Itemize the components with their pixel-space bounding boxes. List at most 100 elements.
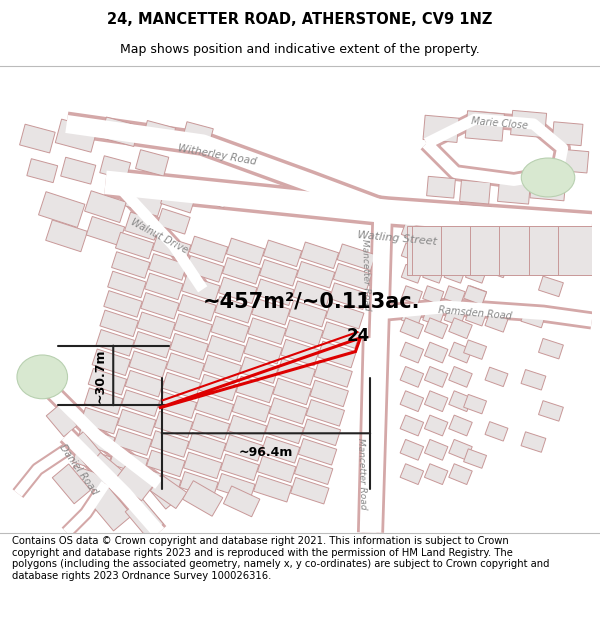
Bar (485, 312, 508, 332)
Bar (257, 456, 296, 482)
Text: Map shows position and indicative extent of the property.: Map shows position and indicative extent… (120, 42, 480, 56)
Bar (240, 357, 278, 383)
Bar (265, 417, 304, 444)
Ellipse shape (521, 158, 575, 197)
Bar (424, 318, 448, 339)
Bar (184, 452, 222, 479)
Bar (224, 434, 263, 461)
Bar (68, 432, 103, 468)
Bar (96, 329, 134, 356)
Bar (52, 464, 91, 504)
Bar (226, 238, 265, 264)
Bar (422, 222, 444, 241)
Bar (256, 279, 294, 306)
Bar (182, 122, 213, 146)
Bar (424, 415, 448, 436)
Bar (125, 371, 164, 397)
Bar (217, 474, 255, 500)
Bar (129, 351, 167, 378)
Bar (151, 431, 189, 457)
Bar (318, 341, 356, 367)
Bar (149, 254, 187, 280)
Bar (178, 294, 216, 321)
Bar (27, 159, 58, 182)
Bar (146, 450, 185, 477)
Bar (228, 415, 266, 442)
Bar (449, 391, 472, 412)
Bar (444, 307, 465, 326)
Bar (322, 322, 360, 348)
Ellipse shape (17, 355, 68, 399)
Bar (465, 111, 505, 141)
Bar (211, 316, 249, 342)
Bar (521, 308, 546, 328)
Bar (110, 448, 148, 475)
Bar (191, 413, 230, 440)
Bar (232, 396, 271, 422)
Bar (46, 404, 77, 437)
Bar (401, 286, 422, 304)
Bar (400, 366, 424, 388)
Bar (195, 394, 233, 420)
Bar (423, 115, 459, 142)
Bar (170, 334, 208, 360)
Text: Marie Close: Marie Close (470, 116, 528, 131)
Bar (151, 475, 187, 509)
Bar (223, 486, 260, 517)
Bar (157, 208, 190, 234)
Bar (444, 222, 465, 241)
Bar (511, 111, 547, 138)
Bar (137, 312, 175, 339)
Bar (248, 318, 286, 344)
Bar (69, 466, 107, 492)
Bar (85, 388, 123, 414)
Bar (244, 338, 282, 364)
Bar (203, 355, 241, 381)
Bar (106, 468, 144, 494)
Bar (449, 318, 472, 339)
Text: Mancetter Road: Mancetter Road (361, 239, 372, 311)
Bar (530, 174, 566, 201)
Bar (329, 283, 368, 309)
Text: ~457m²/~0.113ac.: ~457m²/~0.113ac. (203, 292, 420, 312)
Bar (401, 264, 422, 283)
Bar (314, 361, 352, 388)
Bar (20, 124, 55, 153)
Bar (485, 422, 508, 441)
Text: ~30.7m: ~30.7m (93, 348, 106, 403)
Bar (485, 367, 508, 387)
Text: Witherley Road: Witherley Road (177, 143, 257, 167)
Bar (449, 415, 472, 436)
Bar (444, 264, 465, 283)
Bar (401, 307, 422, 326)
Bar (284, 320, 323, 346)
Bar (61, 158, 96, 184)
Bar (88, 369, 127, 395)
Bar (77, 427, 115, 453)
Bar (85, 191, 127, 222)
Bar (121, 390, 160, 416)
Bar (422, 286, 444, 304)
Bar (273, 378, 311, 405)
Bar (115, 232, 154, 259)
Bar (400, 391, 424, 412)
Bar (539, 338, 563, 359)
Bar (80, 408, 119, 434)
Bar (422, 264, 444, 283)
Bar (262, 436, 300, 463)
Bar (539, 401, 563, 421)
Bar (185, 256, 224, 282)
Bar (154, 411, 193, 437)
Bar (302, 419, 341, 446)
Bar (215, 296, 253, 323)
Bar (113, 429, 152, 456)
Bar (141, 292, 179, 319)
Text: Mancetter Road: Mancetter Road (356, 438, 367, 510)
Polygon shape (407, 226, 592, 275)
Bar (400, 415, 424, 436)
Bar (556, 149, 589, 173)
Bar (220, 454, 259, 481)
Bar (296, 261, 335, 288)
Bar (281, 339, 319, 366)
Bar (88, 452, 123, 486)
